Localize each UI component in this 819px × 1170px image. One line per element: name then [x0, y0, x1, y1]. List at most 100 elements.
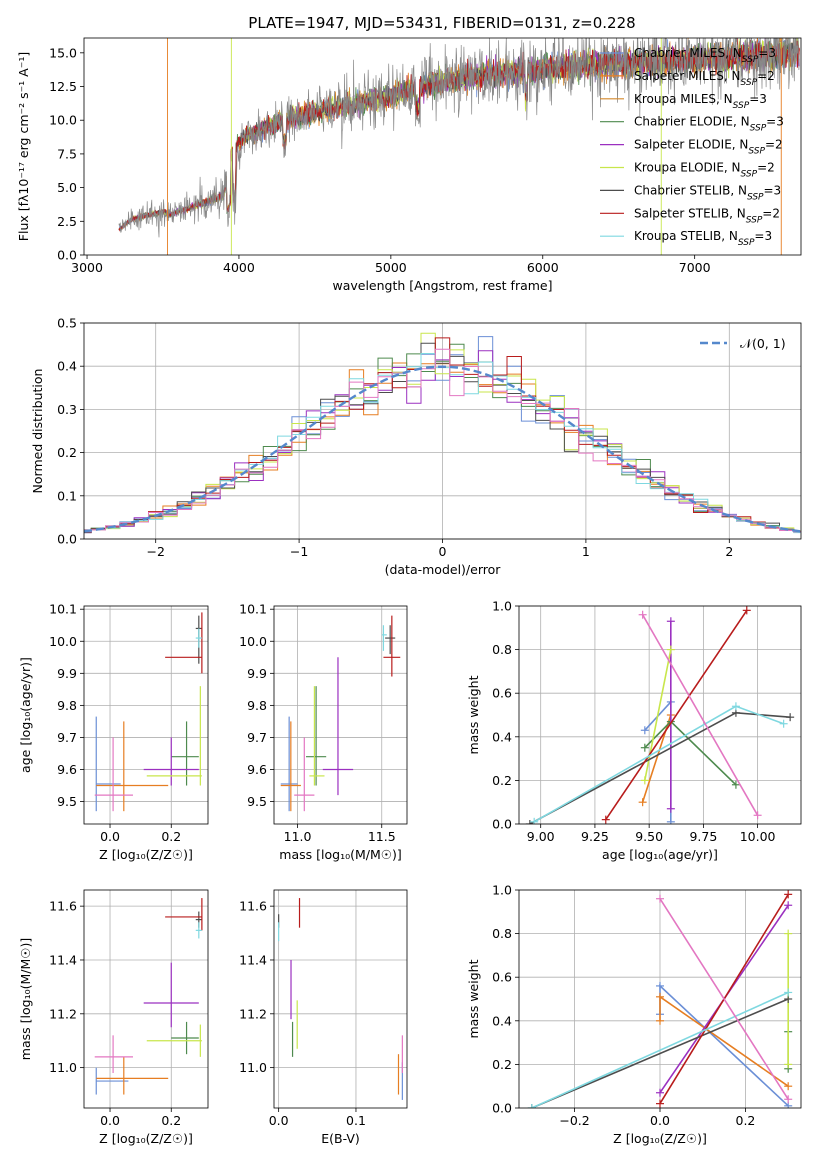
weight-marker	[784, 1095, 793, 1104]
errorbar	[95, 1067, 129, 1095]
x-tick-label: 9.25	[581, 829, 609, 844]
x-tick-label: 5000	[375, 260, 407, 275]
weight-line	[644, 649, 672, 781]
errorbar	[146, 1024, 202, 1057]
legend-label: Chabrier ELODIE, NSSP=3	[634, 115, 784, 134]
weight-marker	[753, 811, 762, 820]
y-tick-label: 15.0	[49, 45, 77, 60]
errorbar	[171, 1021, 199, 1055]
axes-frame	[518, 605, 802, 825]
x-tick-label: 2	[725, 544, 733, 559]
normal-curve	[84, 365, 801, 533]
legend-subscript: SSP	[741, 78, 758, 88]
x-axis-label: E(B-V)	[321, 1131, 360, 1146]
axes-frame	[83, 605, 209, 825]
y-tick-label: 9.8	[247, 698, 267, 713]
weight-marker	[656, 1099, 664, 1108]
legend-label: Salpeter STELIB, NSSP=2	[634, 206, 780, 225]
x-axis-label: (data-model)/error	[385, 562, 502, 577]
y-tick-label: 0.4	[492, 729, 512, 744]
weight-marker	[601, 815, 610, 824]
mass-vs-metallicity-panel: 0.0 0.2 11.0 11.2 11.4 11.6 Z [log₁₀(Z/Z☉)] mas…	[18, 889, 209, 1146]
y-tick-label: 0.3	[57, 402, 77, 417]
errorbar	[143, 962, 199, 1028]
plot-area	[94, 898, 203, 1095]
y-tick-label: 11.6	[239, 899, 267, 914]
errorbar	[95, 716, 121, 812]
y-tick-label: 0.5	[57, 316, 77, 331]
legend-label: Salpeter ELODIE, NSSP=2	[634, 138, 783, 157]
axes-frame	[83, 889, 209, 1109]
plot-area	[118, 38, 800, 255]
residual-histogram-panel: −2 −1 0 1 2 0.0 0.1 0.2 0.3 0.4 0.5 (data-model)/er…	[30, 316, 802, 577]
legend-suffix: =2	[757, 69, 775, 83]
y-tick-label: 0.8	[492, 642, 512, 657]
x-tick-label: −2	[146, 544, 164, 559]
weight-marker	[784, 890, 793, 899]
errorbar	[94, 737, 133, 812]
y-tick-label: 10.0	[49, 634, 77, 649]
x-tick-label: 0.0	[269, 1113, 289, 1128]
y-tick-label: 10.0	[49, 113, 77, 128]
errorbar	[96, 1056, 169, 1095]
y-tick-label: 0.6	[492, 686, 512, 701]
weight-marker	[779, 719, 788, 728]
weight-line	[531, 991, 789, 1108]
legend-suffix: =3	[754, 229, 772, 243]
y-tick-label: 1.0	[492, 883, 512, 898]
legend-label: Kroupa ELODIE, NSSP=2	[634, 161, 775, 180]
x-tick-label: 11.0	[284, 829, 312, 844]
errorbar	[322, 657, 354, 796]
errorbar	[280, 721, 301, 812]
x-tick-label: 6000	[527, 260, 559, 275]
errorbar	[165, 898, 203, 931]
plot-area	[94, 612, 203, 812]
x-tick-label: 0.0	[100, 829, 120, 844]
weight-marker	[666, 804, 675, 813]
legend-suffix: =2	[762, 206, 780, 220]
errorbar	[294, 737, 315, 812]
axes-frame	[273, 605, 408, 825]
x-axis-label: mass [log₁₀(M/M☉)]	[279, 847, 401, 862]
errorbar	[385, 625, 396, 655]
weight-marker	[638, 798, 647, 807]
errorbar	[381, 625, 387, 651]
y-tick-label: 11.2	[49, 1006, 77, 1021]
legend-subscript: SSP	[750, 124, 767, 134]
y-tick-label: 11.0	[49, 1060, 77, 1075]
legend-subscript: SSP	[733, 101, 750, 111]
y-tick-label: 10.1	[239, 602, 267, 617]
x-axis-label: wavelength [Angstrom, rest frame]	[332, 278, 552, 293]
legend-label: Chabrier STELIB, NSSP=3	[634, 183, 781, 202]
x-tick-label: 11.5	[368, 829, 396, 844]
histogram-step	[84, 348, 801, 533]
residual-legend: 𝒩(0, 1)	[700, 336, 786, 351]
x-axis-label: age [log₁₀(age/yr)]	[602, 847, 718, 862]
x-tick-label: 0.0	[650, 1113, 670, 1128]
y-tick-label: 0.4	[492, 1013, 512, 1028]
y-tick-label: 11.2	[239, 1006, 267, 1021]
weight-marker	[784, 929, 793, 938]
age-vs-metallicity-panel: 0.0 0.2 9.5 9.6 9.7 9.8 9.9 10.0 10.1 Z [log₁₀(Z/…	[18, 602, 209, 862]
weight-marker	[784, 901, 793, 910]
plot-area	[84, 332, 801, 534]
y-tick-label: 0.2	[57, 445, 77, 460]
weight-marker	[656, 894, 664, 903]
y-axis-label: age [log₁₀(age/yr)]	[18, 657, 33, 773]
weight-marker	[527, 1104, 536, 1108]
weight-marker	[784, 1060, 793, 1069]
y-tick-label: 9.9	[247, 666, 267, 681]
weight-marker	[656, 981, 664, 990]
y-tick-label: 11.4	[239, 952, 267, 967]
y-axis-label: mass [log₁₀(M/M☉)]	[18, 938, 33, 1060]
weight-marker	[742, 606, 751, 615]
x-tick-label: −1	[290, 544, 308, 559]
weight-marker	[784, 1082, 793, 1091]
legend-suffix: =3	[749, 92, 767, 106]
y-tick-label: 9.5	[57, 794, 77, 809]
weight-marker	[640, 726, 649, 735]
y-tick-label: 0.0	[492, 1101, 512, 1116]
x-tick-label: 0.1	[346, 1113, 366, 1128]
weight-marker	[666, 817, 675, 824]
x-tick-label: 0.0	[100, 1113, 120, 1128]
